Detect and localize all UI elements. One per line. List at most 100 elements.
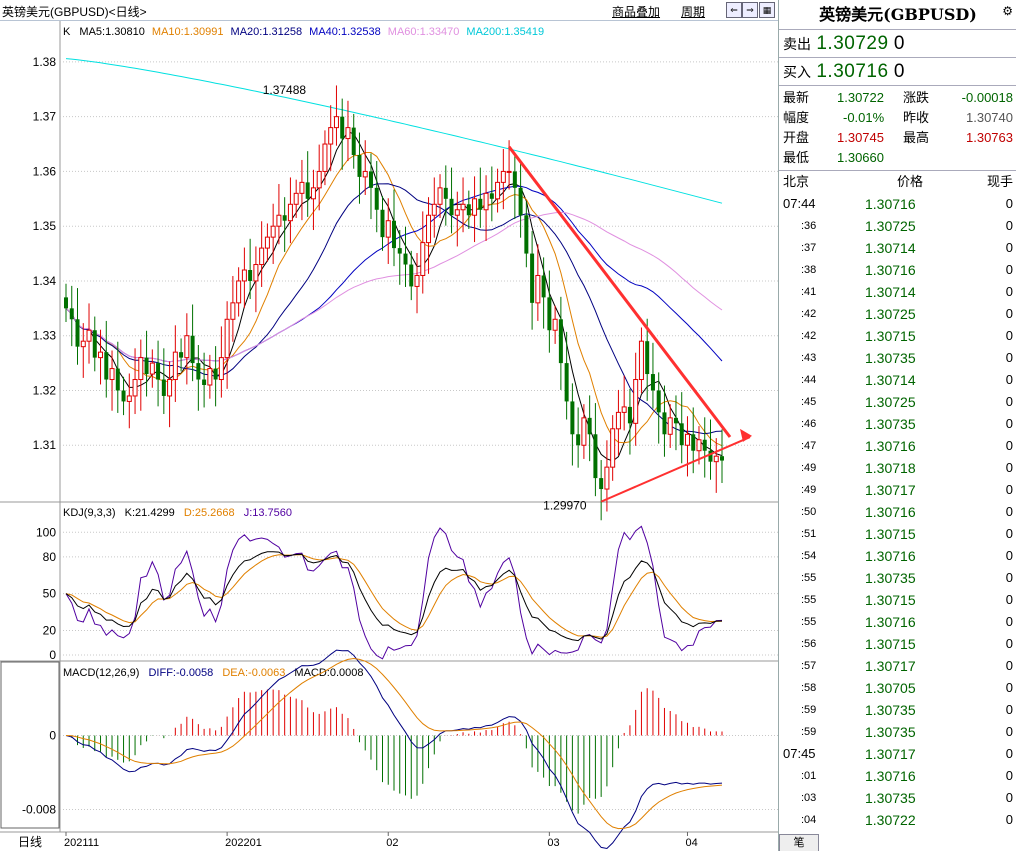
scroll-left-button[interactable]: ⇐: [726, 2, 742, 18]
candle-body-up: [454, 209, 460, 216]
scroll-right-button[interactable]: ⇒: [742, 2, 758, 18]
macd-lines: [65, 649, 723, 850]
trade-volume: 0: [1005, 504, 1013, 519]
main-y-tick: 1.37: [33, 110, 57, 124]
chart-bg: [0, 21, 778, 851]
trade-price: 1.30722: [865, 812, 916, 828]
sell-price: 1.30729: [816, 33, 889, 54]
candle-body-up: [316, 170, 322, 189]
trade-row: :59 1.30735 0: [779, 721, 1016, 743]
kdj-y-tick: 80: [43, 550, 57, 564]
candle-body-down: [645, 341, 650, 375]
kdj-legend-d: D:25.2668: [184, 507, 235, 519]
trade-volume: 0: [1005, 658, 1013, 673]
trade-time: :54: [801, 550, 817, 562]
trade-time: :59: [801, 704, 817, 716]
trade-row: :51 1.30715 0: [779, 523, 1016, 545]
candle-body-up: [270, 225, 276, 238]
candle-body-down: [69, 308, 74, 320]
period-menu[interactable]: 周期: [681, 5, 706, 19]
trade-volume: 0: [1005, 702, 1013, 717]
candle-body-down: [650, 374, 655, 391]
trade-price: 1.30716: [865, 504, 916, 520]
candle-body-up: [80, 340, 86, 348]
candle-body-up: [86, 329, 92, 342]
trade-price: 1.30716: [865, 438, 916, 454]
trade-price: 1.30714: [865, 372, 916, 388]
overlay-menu[interactable]: 商品叠加: [612, 5, 661, 19]
trade-row: :59 1.30735 0: [779, 699, 1016, 721]
trade-row: :41 1.30714 0: [779, 281, 1016, 303]
candle-body-up: [98, 351, 104, 359]
trade-time: :51: [801, 528, 817, 540]
candle-body-down: [524, 215, 529, 254]
candle-body-down: [587, 417, 592, 435]
trade-row: :38 1.30716 0: [779, 259, 1016, 281]
trade-volume: 0: [1005, 350, 1013, 365]
candle-body-up: [581, 417, 587, 446]
candle-body-down: [478, 198, 483, 210]
window-title: 英镑美元(GBPUSD)<日线>: [2, 5, 147, 19]
candle-body-down: [541, 275, 546, 298]
kdj-y-tick: 100: [36, 525, 56, 539]
trade-volume: 0: [1005, 592, 1013, 607]
trade-time: :42: [801, 330, 817, 342]
candle-body-down: [202, 379, 207, 385]
trade-time: :44: [801, 374, 817, 386]
candle-body-up: [264, 236, 270, 249]
buy-qty: 0: [893, 61, 905, 82]
x-tick-label: 03: [547, 837, 559, 849]
trade-volume: 0: [1005, 306, 1013, 321]
candle-body-down: [248, 270, 253, 281]
x-tick-label: 02: [386, 837, 398, 849]
candle-body-down: [679, 423, 684, 446]
sell-row[interactable]: 卖出 1.30729 0: [779, 30, 1016, 58]
trade-price: 1.30716: [865, 768, 916, 784]
chart-title-bar: 英镑美元(GBPUSD)<日线> 商品叠加 周期 ⇐ ⇒ ▦: [0, 0, 778, 21]
chart-canvas[interactable]: K MA5:1.30810 MA10:1.30991 MA20:1.31258 …: [0, 21, 778, 851]
buy-row[interactable]: 买入 1.30716 0: [779, 58, 1016, 86]
trade-volume: 0: [1005, 284, 1013, 299]
main-y-tick: 1.31: [33, 438, 57, 452]
grid-toggle-button[interactable]: ▦: [759, 2, 775, 18]
tick-tab[interactable]: 笔: [779, 834, 819, 851]
trade-row: :56 1.30715 0: [779, 633, 1016, 655]
trade-row: :45 1.30725 0: [779, 391, 1016, 413]
gear-icon[interactable]: ⚙: [1002, 4, 1013, 18]
candle-body-up: [604, 466, 610, 490]
macd-y-tick: -0.008: [22, 803, 56, 817]
candle-body-down: [564, 363, 569, 402]
trade-volume: 0: [1005, 328, 1013, 343]
trade-price: 1.30716: [865, 614, 916, 630]
candle-body-down: [190, 335, 195, 364]
candle-body-up: [230, 302, 236, 320]
candle-body-up: [345, 127, 351, 140]
candle-body-up: [322, 143, 328, 172]
candle-body-down: [121, 390, 126, 402]
candle-body-down: [708, 450, 713, 462]
candle-body-up: [241, 269, 247, 282]
trade-time: 07:45: [783, 746, 816, 761]
trade-price: 1.30725: [865, 306, 916, 322]
trade-time: :41: [801, 286, 817, 298]
macd-legend-macd: MACD:0.0008: [294, 667, 363, 679]
trade-price: 1.30735: [865, 790, 916, 806]
trade-time: :55: [801, 594, 817, 606]
trade-price: 1.30715: [865, 526, 916, 542]
trades-list[interactable]: 07:44 1.30716 0:36 1.30725 0:37 1.30714 0:38 1.…: [779, 193, 1016, 831]
candle-body-up: [696, 439, 702, 452]
candle-body-down: [179, 352, 184, 358]
kdj-grid: 100 80 50 20 0: [36, 525, 778, 662]
kdj-legend-k: K:21.4299: [125, 507, 175, 519]
candle-body-down: [64, 297, 68, 309]
trade-volume: 0: [1005, 768, 1013, 783]
trade-volume: 0: [1005, 790, 1013, 805]
trade-row: 07:44 1.30716 0: [779, 193, 1016, 215]
trade-price: 1.30714: [865, 284, 916, 300]
trade-price: 1.30725: [865, 218, 916, 234]
x-tick-label: 202111: [64, 837, 99, 849]
candle-body-down: [570, 401, 575, 435]
buy-label: 买入: [783, 64, 811, 80]
trade-volume: 0: [1005, 416, 1013, 431]
trade-time: :47: [801, 440, 817, 452]
